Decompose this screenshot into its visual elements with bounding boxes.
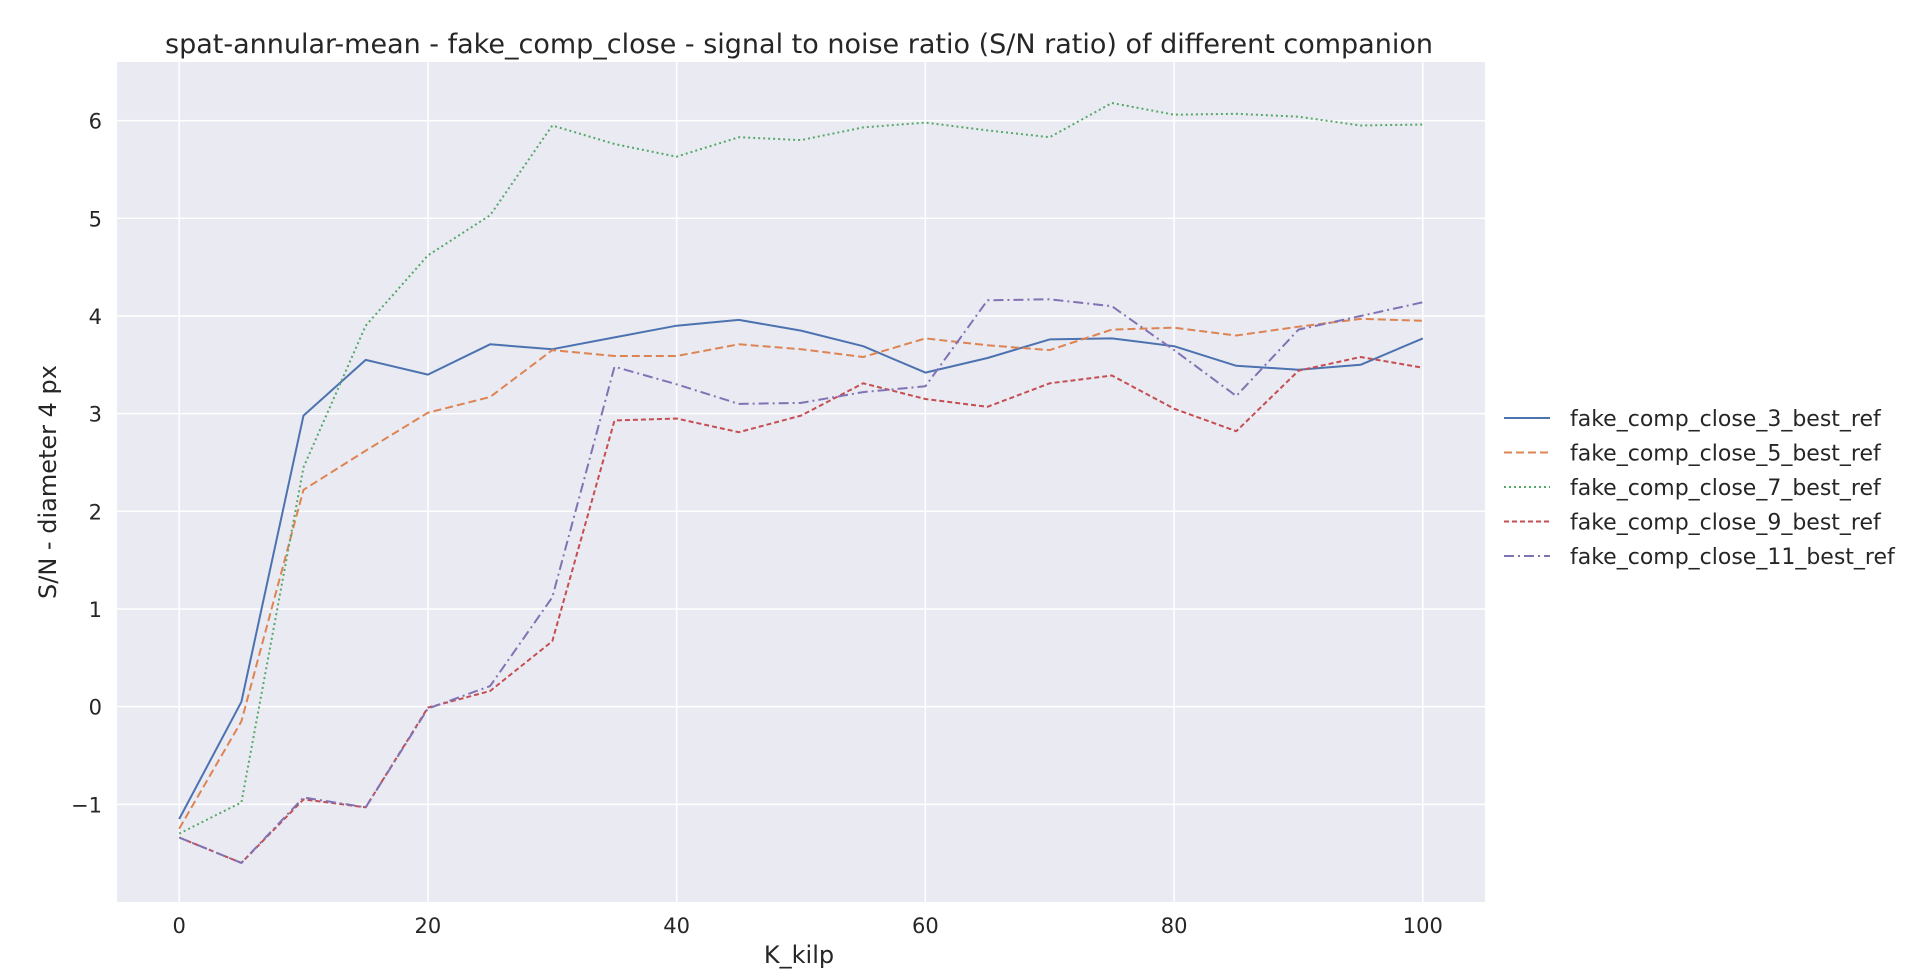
y-tick-label: 3 (89, 403, 102, 427)
y-axis-label: S/N - diameter 4 px (34, 365, 62, 599)
series-line-fake_comp_close_9_best_ref (178, 356, 1423, 864)
x-gridlines (178, 62, 1424, 902)
y-tick-label: 6 (89, 110, 102, 134)
legend: fake_comp_close_3_best_ref fake_comp_clos… (1504, 407, 1896, 570)
legend-label: fake_comp_close_3_best_ref (1570, 407, 1882, 432)
x-axis-label: K_kilp (764, 941, 834, 969)
legend-label: fake_comp_close_11_best_ref (1570, 545, 1896, 570)
x-tick-labels: 0 20 40 60 80 100 (172, 914, 1442, 938)
y-tick-label: 5 (89, 207, 102, 231)
x-tick-label: 20 (415, 914, 442, 938)
legend-label: fake_comp_close_5_best_ref (1570, 442, 1882, 467)
chart-title: spat-annular-mean - fake_comp_close - si… (165, 29, 1433, 60)
legend-label: fake_comp_close_9_best_ref (1570, 511, 1882, 536)
x-tick-label: 100 (1403, 914, 1443, 938)
series-line-fake_comp_close_3_best_ref (178, 318, 1424, 820)
x-tick-label: 60 (912, 914, 939, 938)
plot-area (117, 62, 1485, 902)
y-tick-label: 0 (89, 696, 102, 720)
y-gridlines (117, 119, 1485, 806)
series-layer (178, 102, 1424, 864)
y-tick-labels: −1 0 1 2 3 4 5 6 (71, 110, 102, 818)
legend-label: fake_comp_close_7_best_ref (1570, 476, 1882, 501)
series-line-fake_comp_close_11_best_ref (178, 298, 1424, 864)
y-tick-label: 1 (89, 598, 102, 622)
x-tick-label: 0 (172, 914, 185, 938)
y-tick-label: −1 (71, 793, 102, 817)
y-tick-label: 4 (89, 305, 102, 329)
x-tick-label: 40 (663, 914, 690, 938)
x-tick-label: 80 (1161, 914, 1188, 938)
series-line-fake_comp_close_5_best_ref (178, 317, 1423, 830)
series-line-fake_comp_close_7_best_ref (178, 102, 1423, 835)
y-tick-label: 2 (89, 500, 102, 524)
